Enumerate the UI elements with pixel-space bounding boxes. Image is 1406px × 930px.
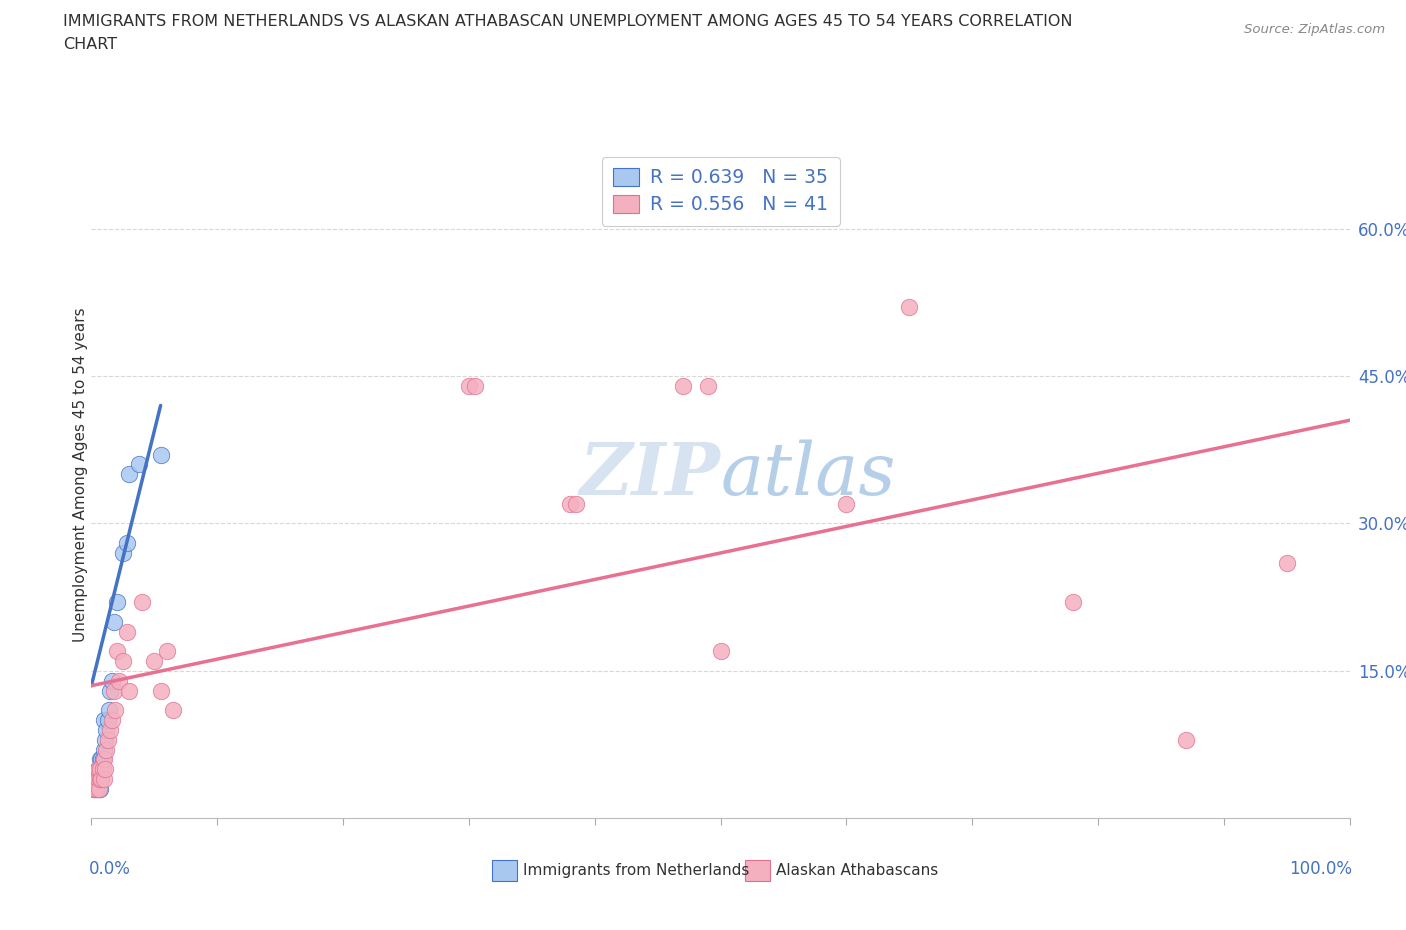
Point — [104, 703, 127, 718]
Text: CHART: CHART — [63, 37, 117, 52]
Point — [131, 594, 153, 609]
Point — [98, 684, 121, 698]
Text: ZIP: ZIP — [579, 439, 720, 510]
Point — [97, 732, 120, 747]
Point — [98, 703, 121, 718]
Point — [457, 379, 479, 393]
Point — [89, 762, 111, 777]
Point — [86, 762, 108, 777]
Point — [105, 644, 128, 658]
Point — [87, 762, 110, 777]
Point — [86, 762, 108, 777]
Point — [149, 447, 172, 462]
Point — [86, 772, 108, 787]
Point — [105, 594, 128, 609]
Point — [103, 684, 125, 698]
Point — [86, 781, 108, 796]
Point — [149, 684, 172, 698]
Y-axis label: Unemployment Among Ages 45 to 54 years: Unemployment Among Ages 45 to 54 years — [73, 307, 87, 642]
Point — [111, 546, 134, 561]
Point — [89, 772, 111, 787]
Point — [89, 752, 111, 767]
Point — [709, 644, 731, 658]
Point — [91, 762, 114, 777]
Point — [100, 712, 122, 727]
Text: IMMIGRANTS FROM NETHERLANDS VS ALASKAN ATHABASCAN UNEMPLOYMENT AMONG AGES 45 TO : IMMIGRANTS FROM NETHERLANDS VS ALASKAN A… — [63, 14, 1073, 29]
Point — [86, 781, 108, 796]
Point — [115, 536, 138, 551]
Point — [565, 497, 588, 512]
Point — [91, 762, 114, 777]
Point — [90, 752, 112, 767]
Point — [464, 379, 486, 393]
Point — [118, 467, 141, 482]
Point — [89, 781, 111, 796]
Text: 0.0%: 0.0% — [89, 859, 131, 878]
Point — [86, 781, 108, 796]
Point — [94, 762, 117, 777]
Legend: R = 0.639   N = 35, R = 0.556   N = 41: R = 0.639 N = 35, R = 0.556 N = 41 — [602, 157, 839, 226]
Point — [118, 684, 141, 698]
Point — [1175, 732, 1198, 747]
Point — [91, 752, 114, 767]
Point — [100, 673, 122, 688]
Point — [111, 654, 134, 669]
Point — [94, 732, 117, 747]
Point — [835, 497, 858, 512]
Point — [98, 723, 121, 737]
Point — [1062, 594, 1084, 609]
Point — [93, 752, 115, 767]
Point — [697, 379, 720, 393]
Point — [89, 762, 111, 777]
Text: Alaskan Athabascans: Alaskan Athabascans — [776, 863, 938, 878]
Point — [108, 673, 131, 688]
Point — [86, 772, 108, 787]
Point — [93, 772, 115, 787]
Point — [162, 703, 184, 718]
Text: 100.0%: 100.0% — [1289, 859, 1353, 878]
Point — [90, 772, 112, 787]
Point — [87, 781, 110, 796]
Point — [87, 772, 110, 787]
Text: Immigrants from Netherlands: Immigrants from Netherlands — [523, 863, 749, 878]
Point — [97, 712, 120, 727]
Point — [143, 654, 166, 669]
Point — [115, 624, 138, 639]
Point — [89, 772, 111, 787]
Point — [84, 781, 107, 796]
Point — [86, 772, 108, 787]
Point — [96, 723, 118, 737]
Point — [83, 781, 105, 796]
Point — [83, 781, 105, 796]
Point — [96, 742, 118, 757]
Point — [672, 379, 695, 393]
Text: atlas: atlas — [720, 439, 896, 510]
Point — [90, 772, 112, 787]
Point — [93, 712, 115, 727]
Point — [128, 457, 150, 472]
Text: Source: ZipAtlas.com: Source: ZipAtlas.com — [1244, 23, 1385, 36]
Point — [898, 299, 921, 314]
Point — [156, 644, 179, 658]
Point — [103, 615, 125, 630]
Point — [90, 762, 112, 777]
Point — [87, 781, 110, 796]
Point — [1275, 555, 1298, 570]
Point — [558, 497, 581, 512]
Point — [93, 742, 115, 757]
Point — [84, 772, 107, 787]
Point — [84, 772, 107, 787]
